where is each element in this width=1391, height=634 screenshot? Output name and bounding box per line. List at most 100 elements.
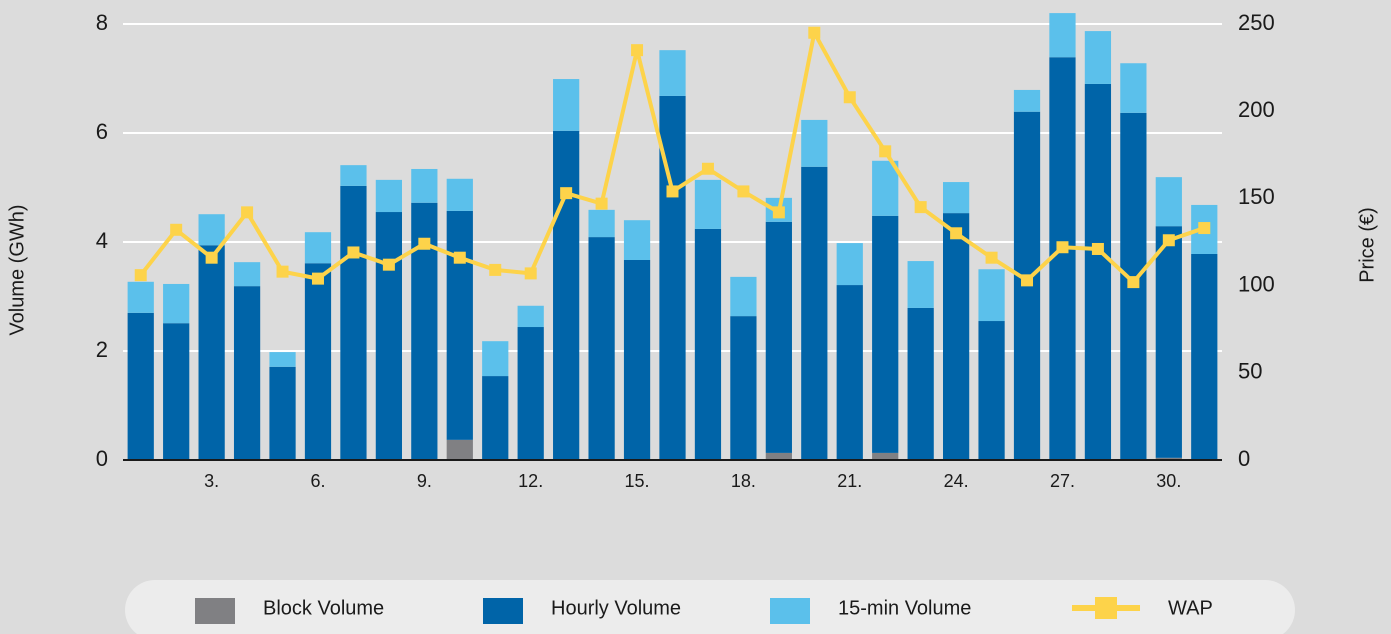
line-marker [1091,242,1104,255]
x-tick-label: 15. [625,471,650,491]
y-tick-label: 0 [96,446,108,471]
line-marker [347,246,360,259]
legend-swatch [483,598,523,624]
bar-segment [588,209,615,238]
line-marker [985,251,998,264]
line-marker [701,162,714,175]
x-tick-label: 12. [518,471,543,491]
bar-segment [907,307,934,460]
bar-segment [163,323,190,460]
y2-tick-label: 150 [1238,184,1275,209]
legend-label: Block Volume [263,597,384,619]
bar-segment [801,166,828,461]
bar-segment [446,178,473,211]
bar-segment [553,79,580,131]
bar-segment [375,179,403,213]
bar-segment [1191,253,1218,460]
bar-segment [1013,89,1041,112]
bar-segment [836,285,863,460]
line-marker [914,201,927,214]
bar-segment [942,182,970,214]
bar-segment [269,366,296,460]
bar-segment [553,130,580,460]
line-marker [808,26,821,39]
bar-segment [127,281,154,313]
legend-label: 15-min Volume [838,597,971,619]
bar-segment [1049,13,1076,58]
line-marker [382,258,395,271]
bar-segment [694,228,722,460]
bar-segment [730,316,757,460]
bar-segment [340,165,367,186]
bar-segment [730,276,757,317]
bar-segment [1155,457,1182,460]
bar-segment [304,232,332,264]
bar-segment [942,213,970,460]
line-marker [453,251,466,264]
line-marker [772,206,785,219]
x-tick-label: 3. [204,471,219,491]
bar-segment [978,269,1005,322]
bar-segment [517,327,544,460]
bar-segment [623,220,651,260]
bar-segment [978,321,1005,460]
line-marker [134,269,147,282]
x-tick-label: 30. [1156,471,1181,491]
bar-segment [198,214,225,246]
y2-tick-label: 0 [1238,446,1250,471]
bar-segment [304,263,332,460]
y2-tick-label: 250 [1238,10,1275,35]
line-marker [489,263,502,276]
line-marker [1021,274,1034,287]
bar-segment [907,261,934,308]
line-marker [276,265,289,278]
line-marker [1127,276,1140,289]
line-marker [666,185,679,198]
bar-segment [375,212,403,460]
legend-label: WAP [1168,597,1213,619]
legend-label: Hourly Volume [551,597,681,619]
legend-swatch [195,598,235,624]
line-marker [843,91,856,104]
line-marker [205,251,218,264]
bar-segment [163,283,190,324]
line-marker [1198,222,1211,235]
bar-segment [1155,177,1182,227]
bar-segment [1084,31,1112,84]
line-marker [311,272,324,285]
bar-segment [659,50,686,96]
line-marker [418,237,431,250]
line-marker [560,187,573,200]
x-tick-label: 18. [731,471,756,491]
bar-segment [872,160,899,216]
bar-segment [411,168,438,203]
bar-segment [233,286,261,460]
bar-segment [198,245,225,460]
line-marker [950,227,963,240]
y2-tick-label: 200 [1238,97,1275,122]
y-tick-label: 4 [96,228,108,253]
legend-box [125,580,1295,634]
x-tick-label: 6. [310,471,325,491]
y2-axis-label: Price (€) [1356,207,1378,283]
bar-segment [446,439,473,460]
line-marker [170,223,183,236]
bar-segment [1049,57,1076,461]
bar-segment [872,452,899,460]
bar-segment [517,305,544,328]
line-marker [879,145,892,158]
line-marker [524,267,537,280]
line-marker [1056,241,1069,254]
bar-segment [765,452,792,460]
legend-swatch [1095,597,1117,619]
y-axis-label: Volume (GWh) [6,204,28,335]
line-marker [241,206,254,219]
bar-segment [694,179,722,229]
bar-segment [127,312,154,460]
y2-tick-label: 50 [1238,359,1262,384]
bar-segment [1120,63,1147,113]
bar-segment [836,243,863,286]
x-tick-label: 24. [944,471,969,491]
line-marker [595,197,608,210]
